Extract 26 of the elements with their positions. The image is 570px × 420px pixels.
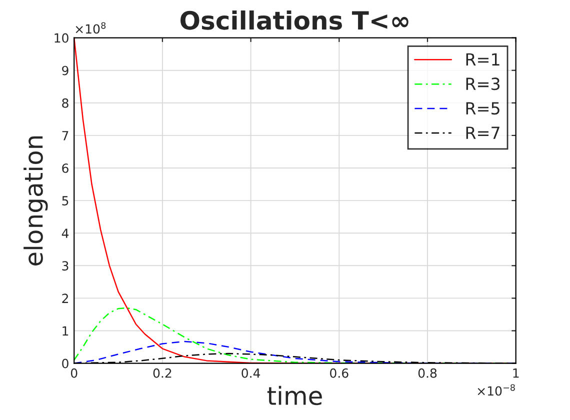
chart-title: Oscillations T<∞ bbox=[180, 10, 408, 30]
x-tick-label: 0.8 bbox=[418, 368, 437, 378]
x-axis-title: time bbox=[267, 386, 322, 406]
y-tick-label: 7 bbox=[62, 131, 68, 140]
y-tick-label: 10 bbox=[54, 33, 68, 43]
y-tick-label: 5 bbox=[62, 196, 68, 206]
legend-label: R=1 bbox=[466, 53, 500, 66]
y-axis-title: elongation bbox=[24, 136, 48, 266]
y-tick-label: 4 bbox=[62, 228, 69, 238]
legend-label: R=3 bbox=[466, 78, 500, 90]
x-tick-label: 0.6 bbox=[330, 368, 348, 378]
y-tick-label: 0 bbox=[62, 358, 68, 368]
x-tick-label: 0.2 bbox=[153, 368, 172, 378]
y-tick-label: 3 bbox=[62, 261, 68, 271]
y-tick-label: 6 bbox=[62, 163, 68, 173]
x-tick-label: 0.4 bbox=[242, 368, 260, 378]
y-tick-label: 1 bbox=[62, 326, 68, 336]
legend-label: R=5 bbox=[466, 102, 500, 115]
legend-label: R=7 bbox=[466, 126, 500, 139]
x-tick-label: 1 bbox=[513, 368, 519, 378]
text: ×10$^{8}$ bbox=[76, 22, 106, 34]
y-tick-label: 2 bbox=[62, 294, 68, 303]
y-tick-label: 8 bbox=[62, 98, 68, 108]
text: ×10$^{−8}$ bbox=[478, 384, 515, 396]
x-tick-label: 0 bbox=[70, 368, 78, 378]
y-tick-label: 9 bbox=[62, 66, 68, 76]
